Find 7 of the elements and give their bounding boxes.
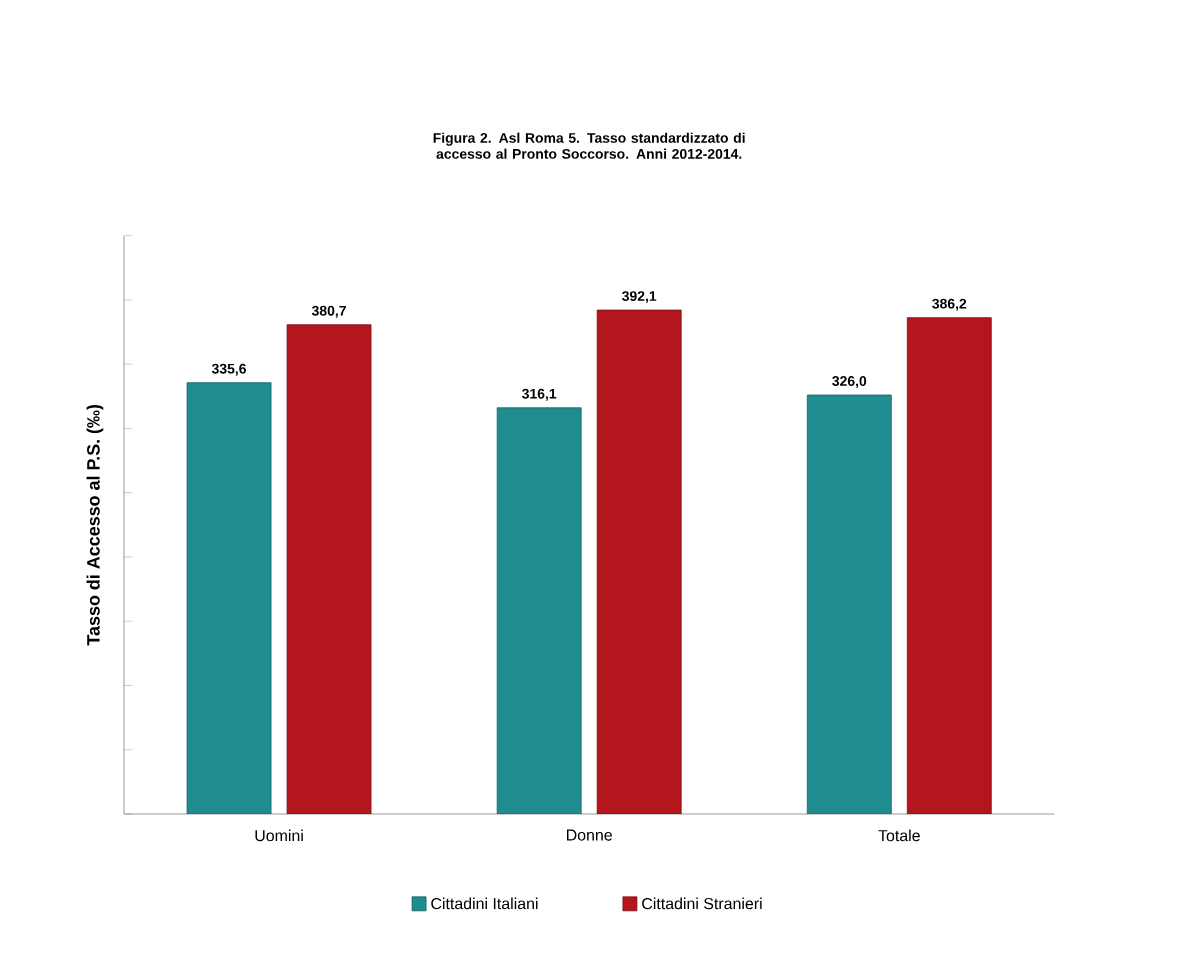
bar (186, 382, 272, 814)
bar (286, 324, 372, 814)
bar (806, 394, 892, 814)
y-axis-title: Tasso di Accesso al P.S. (‰) (86, 404, 104, 646)
bar (906, 317, 992, 814)
bar (596, 309, 682, 814)
bar (496, 407, 582, 814)
